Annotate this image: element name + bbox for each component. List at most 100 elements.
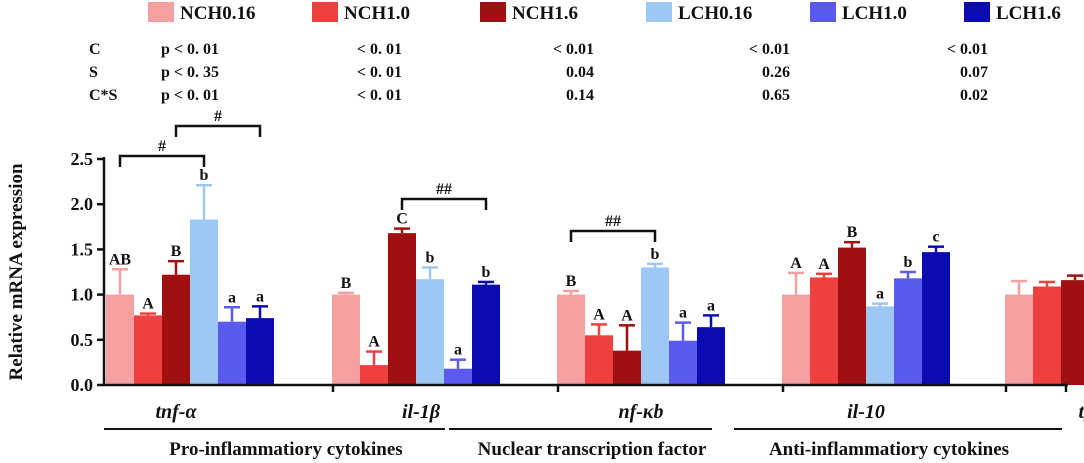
significance-letter: a	[228, 289, 236, 306]
legend-label: NCH0.16	[180, 3, 255, 24]
bar	[585, 335, 613, 385]
significance-letter: a	[454, 342, 462, 359]
y-tick-label: 0.0	[71, 375, 94, 395]
significance-letter: A	[790, 255, 802, 272]
legend-swatch	[480, 2, 506, 22]
legend-label: LCH0.16	[678, 3, 752, 24]
stats-value: < 0. 01	[357, 64, 402, 81]
legend-swatch	[148, 2, 174, 22]
stats-value: p < 0. 01	[161, 87, 219, 104]
bar	[332, 294, 360, 385]
y-axis-label: Relative mRNA expression	[6, 163, 27, 381]
category-label: nf-κb	[618, 401, 663, 423]
bar	[894, 278, 922, 385]
stats-value: 0.07	[960, 64, 988, 81]
bar	[697, 327, 725, 385]
bar	[557, 294, 585, 385]
axes: 0.0 0.5 1.0 1.5 2.0 2.5 Relative mRNA expressi…	[6, 149, 1084, 423]
y-tick-label: 2.0	[71, 194, 94, 214]
significance-letter: B	[566, 273, 577, 290]
significance-letter: b	[426, 249, 435, 266]
legend-swatch	[646, 2, 672, 22]
bar	[106, 294, 134, 385]
bar	[190, 219, 218, 385]
category-label: tnf-α	[155, 401, 197, 423]
legend-label: NCH1.6	[512, 3, 578, 24]
significance-letter: A	[368, 334, 380, 351]
comparison-label: ##	[436, 181, 452, 198]
bar	[134, 315, 162, 385]
bar	[162, 274, 190, 385]
stats-value: p < 0. 35	[161, 64, 219, 81]
group-label: Pro-inflammatiory cytokines	[169, 439, 402, 460]
stats-value: 0.04	[566, 64, 594, 81]
y-tick-label: 0.5	[71, 330, 94, 350]
bar	[613, 350, 641, 385]
group-label: Anti-inflammatiory cytokines	[769, 439, 1009, 460]
bar	[1005, 294, 1033, 385]
category-label: tgfβ-1	[1078, 401, 1084, 423]
significance-letter: C	[396, 211, 408, 228]
comparison-label: #	[214, 108, 222, 125]
stats-value: p < 0. 01	[161, 41, 219, 58]
stats-value: 0.02	[960, 87, 988, 104]
stats-value: 0.26	[762, 64, 790, 81]
comparison-label: #	[158, 138, 166, 155]
legend-label: LCH1.6	[996, 3, 1061, 24]
bar	[922, 252, 950, 385]
significance-letter: B	[847, 224, 858, 241]
significance-letter: b	[651, 246, 660, 263]
bar	[782, 294, 810, 385]
significance-letter: a	[679, 305, 687, 322]
significance-letter: B	[341, 275, 352, 292]
significance-letter: A	[621, 307, 633, 324]
stats-value: < 0. 01	[357, 41, 402, 58]
category-label: il-1β	[402, 401, 441, 423]
stats-value: < 0.01	[553, 41, 594, 58]
significance-letter: A	[818, 256, 830, 273]
comparison-brackets: ######	[118, 108, 657, 242]
bar	[1033, 286, 1061, 385]
bar	[1061, 280, 1084, 385]
comparison-bracket	[569, 229, 657, 242]
significance-letter: a	[876, 286, 884, 303]
significance-letter: AB	[109, 251, 132, 268]
stats-value: < 0.01	[947, 41, 988, 58]
legend-swatch	[964, 2, 990, 22]
category-groups: Pro-inflammatiory cytokines Nuclear trans…	[104, 428, 1062, 460]
bar	[838, 247, 866, 385]
y-tick-label: 1.5	[71, 239, 94, 259]
significance-letter: c	[932, 229, 939, 246]
category-label: il-10	[847, 401, 885, 423]
significance-letter: b	[482, 264, 491, 281]
bar	[246, 318, 274, 385]
significance-letter: b	[200, 167, 209, 184]
stats-row-label: C	[89, 41, 101, 58]
stats-value: < 0.01	[749, 41, 790, 58]
y-tick-label: 2.5	[71, 149, 94, 169]
stats-row-label: C*S	[89, 87, 118, 104]
significance-letter: a	[707, 297, 715, 314]
stats-value: 0.14	[566, 87, 594, 104]
bar	[360, 365, 388, 385]
bar	[472, 284, 500, 385]
legend-swatch	[312, 2, 338, 22]
group-label: Nuclear transcription factor	[478, 439, 707, 460]
stats-value: < 0. 01	[357, 87, 402, 104]
significance-letter: B	[171, 243, 182, 260]
bar	[669, 340, 697, 385]
comparison-bracket	[400, 197, 488, 210]
significance-letter: a	[256, 288, 264, 305]
comparison-bracket	[118, 154, 206, 167]
y-tick-label: 1.0	[71, 285, 94, 305]
stats-value: 0.65	[762, 87, 790, 104]
legend: NCH0.16 NCH1.0 NCH1.6 LCH0.16 LCH1.0 LCH1.6	[148, 2, 1061, 24]
comparison-bracket	[174, 124, 262, 137]
bar	[641, 267, 669, 385]
legend-swatch	[810, 2, 836, 22]
legend-label: NCH1.0	[344, 3, 410, 24]
significance-letter: A	[593, 306, 605, 323]
stats-row-label: S	[89, 64, 98, 81]
